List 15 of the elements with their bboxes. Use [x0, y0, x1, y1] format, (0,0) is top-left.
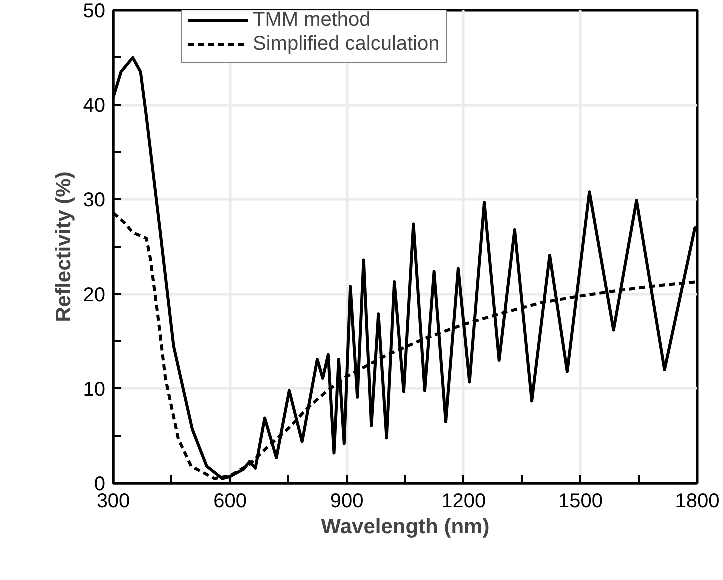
legend-label: Simplified calculation — [253, 32, 440, 56]
y-tick-label: 10 — [83, 378, 106, 401]
x-tick-label: 1500 — [558, 490, 603, 512]
y-axis-title: Reflectivity (%) — [52, 172, 76, 322]
y-tick-label: 50 — [83, 0, 106, 22]
x-axis-title: Wavelength (nm) — [321, 516, 490, 538]
x-tick-label: 1200 — [442, 490, 486, 512]
x-tick-label: 300 — [96, 490, 130, 512]
x-tick-label: 1800 — [675, 490, 720, 512]
y-tick-label: 30 — [83, 190, 106, 212]
legend-label: TMM method — [253, 9, 371, 32]
y-tick-label: 40 — [83, 95, 106, 118]
x-tick-label: 600 — [214, 490, 247, 512]
x-tick-label: 900 — [330, 490, 364, 512]
y-tick-label: 20 — [83, 284, 106, 306]
